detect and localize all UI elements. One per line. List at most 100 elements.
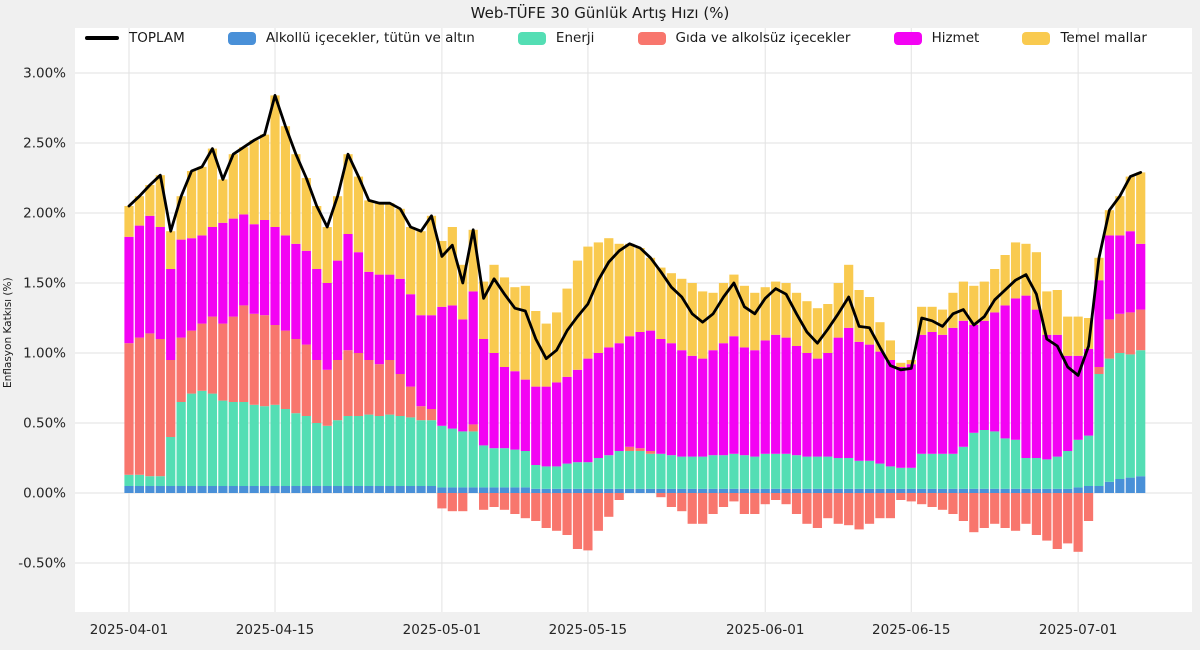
bar-segment-1 [739, 455, 749, 489]
legend-item-4[interactable]: Hizmet [893, 30, 979, 46]
bar-segment-3 [645, 330, 656, 451]
bar-segment-4 [1063, 316, 1073, 356]
bar-segment-1 [906, 467, 916, 489]
bar-segment-4 [656, 267, 666, 339]
bar-segment-0 [1000, 488, 1010, 493]
bar-segment-2 [1136, 309, 1146, 351]
bar-segment-2 [771, 493, 781, 500]
bar-segment-4 [228, 154, 238, 219]
bar-segment-0 [823, 488, 833, 493]
bar-segment-1 [812, 456, 822, 489]
bar-segment-1 [145, 476, 155, 486]
bar-segment-4 [1010, 242, 1021, 299]
bar-segment-2 [572, 493, 583, 549]
bar-segment-3 [186, 238, 197, 331]
bar-segment-3 [416, 315, 426, 407]
bar-segment-2 [426, 409, 437, 421]
bar-segment-2 [760, 493, 770, 505]
bar-segment-0 [218, 486, 228, 493]
bar-segment-2 [1010, 493, 1021, 531]
bar-segment-1 [1094, 374, 1104, 486]
bar-segment-0 [750, 488, 760, 493]
bar-segment-0 [937, 488, 948, 493]
bar-segment-0 [1031, 488, 1042, 493]
bar-segment-2 [875, 493, 885, 519]
bar-segment-2 [1042, 493, 1052, 541]
bar-segment-0 [437, 487, 447, 493]
bar-segment-2 [145, 333, 155, 477]
bar-segment-1 [406, 417, 416, 486]
bar-segment-3 [583, 358, 593, 463]
bar-segment-2 [437, 493, 447, 509]
legend-item-2[interactable]: Enerji [517, 30, 594, 46]
bar-segment-3 [312, 269, 322, 360]
bar-segment-3 [1010, 298, 1021, 440]
bar-segment-2 [1073, 493, 1083, 552]
legend-item-toplam[interactable]: TOPLAM [85, 30, 185, 46]
legend-item-3[interactable]: Gıda ve alkolsüz içecekler [637, 30, 850, 46]
bar-segment-4 [969, 285, 979, 325]
bar-segment-3 [1125, 231, 1135, 313]
bar-segment-1 [854, 460, 864, 489]
x-tick-label: 2025-04-15 [236, 622, 314, 638]
bar-segment-1 [969, 432, 979, 489]
bar-segment-0 [906, 488, 916, 493]
bar-segment-0 [145, 486, 155, 493]
bar-segment-2 [249, 313, 259, 405]
bar-segment-2 [604, 493, 614, 517]
bar-segment-0 [322, 486, 332, 493]
bar-segment-3 [197, 235, 207, 324]
x-tick-label: 2025-05-15 [549, 622, 627, 638]
bar-segment-3 [833, 337, 843, 458]
bar-segment-3 [155, 227, 165, 339]
bar-segment-1 [416, 420, 426, 486]
bar-segment-3 [635, 332, 645, 449]
bar-segment-1 [1000, 438, 1010, 489]
bar-segment-0 [1083, 486, 1094, 493]
bar-segment-4 [802, 301, 812, 353]
bar-segment-3 [552, 382, 562, 467]
legend-item-5[interactable]: Temel mallar [1022, 30, 1147, 46]
bar-segment-4 [259, 134, 270, 220]
bar-segment-2 [687, 493, 697, 524]
bar-segment-0 [666, 488, 676, 493]
bar-segment-3 [322, 283, 332, 370]
bar-segment-2 [718, 493, 729, 507]
bar-segment-0 [677, 488, 687, 493]
bar-segment-0 [1136, 476, 1146, 493]
bar-segment-0 [1021, 488, 1031, 493]
bar-segment-0 [1063, 488, 1073, 493]
bar-segment-1 [1083, 435, 1094, 486]
bar-segment-3 [385, 274, 395, 360]
bar-segment-4 [458, 264, 468, 320]
bar-segment-3 [791, 346, 802, 456]
bar-segment-3 [270, 227, 280, 325]
bar-segment-4 [937, 309, 948, 335]
bar-segment-2 [1125, 312, 1135, 355]
bar-segment-3 [937, 334, 948, 454]
bar-segment-4 [854, 290, 864, 342]
bar-segment-0 [760, 488, 770, 493]
bar-segment-1 [124, 474, 134, 486]
bar-segment-0 [635, 488, 645, 493]
bar-segment-1 [1104, 358, 1115, 482]
bar-segment-4 [270, 95, 280, 228]
legend-swatch-icon [85, 36, 119, 40]
bar-segment-4 [1115, 196, 1125, 236]
legend-item-1[interactable]: Alkollü içecekler, tütün ve altın [227, 30, 475, 46]
bar-segment-0 [385, 486, 395, 493]
bar-segment-3 [239, 214, 249, 306]
bar-segment-3 [677, 350, 687, 457]
bar-segment-2 [312, 360, 322, 423]
stacked-bars [124, 95, 1146, 552]
legend-swatch-icon [517, 31, 546, 45]
x-tick-label: 2025-06-01 [726, 622, 804, 638]
bar-segment-4 [186, 171, 197, 239]
bar-segment-3 [1021, 295, 1031, 458]
bar-segment-0 [124, 486, 134, 493]
bar-segment-2 [541, 493, 551, 528]
bar-segment-2 [489, 493, 499, 507]
bar-segment-2 [979, 493, 989, 528]
bar-segment-3 [166, 269, 176, 360]
bar-segment-3 [124, 236, 134, 344]
